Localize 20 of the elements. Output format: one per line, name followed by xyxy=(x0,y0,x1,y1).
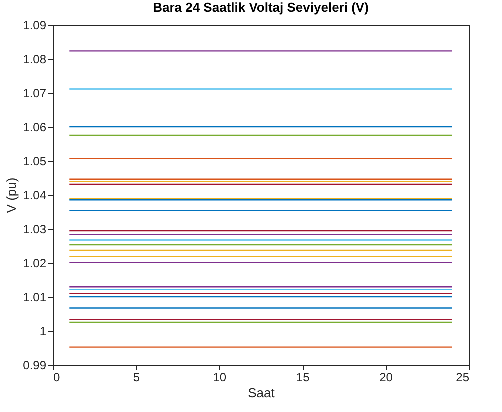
y-tick-label: 1.04 xyxy=(23,188,47,202)
y-tick-label: 1.05 xyxy=(23,154,47,168)
y-tick-label: 1.03 xyxy=(23,222,47,236)
y-tick-label: 1.02 xyxy=(23,256,47,270)
chart-title: Bara 24 Saatlik Voltaj Seviyeleri (V) xyxy=(153,0,369,15)
x-tick-label: 20 xyxy=(380,370,394,384)
x-tick-label: 0 xyxy=(54,370,60,384)
x-tick-label: 5 xyxy=(133,370,140,384)
x-tick-label: 15 xyxy=(296,370,310,384)
x-tick-label: 10 xyxy=(213,370,227,384)
y-tick-label: 1 xyxy=(40,324,47,338)
y-tick-label: 1.09 xyxy=(23,18,47,32)
y-tick-label: 0.99 xyxy=(23,358,47,372)
x-axis-title: Saat xyxy=(248,386,276,400)
x-tick-label: 25 xyxy=(456,370,470,384)
y-tick-label: 1.06 xyxy=(23,120,47,134)
y-axis-title: V (pu) xyxy=(4,178,20,214)
y-tick-label: 1.08 xyxy=(23,52,47,66)
y-tick-label: 1.07 xyxy=(23,86,47,100)
y-tick-label: 1.01 xyxy=(23,290,47,304)
